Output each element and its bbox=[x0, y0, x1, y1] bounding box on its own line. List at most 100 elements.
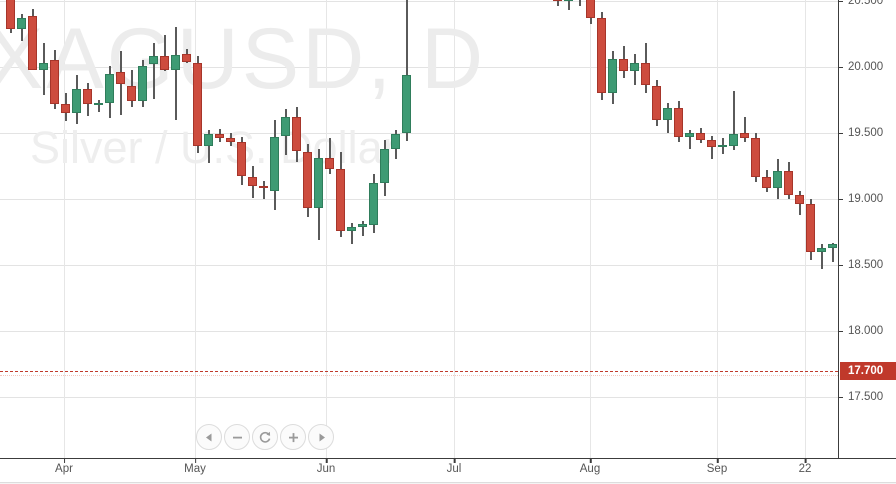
candle-wick bbox=[329, 138, 331, 174]
price-axis-tick: 19.500 bbox=[839, 126, 896, 140]
time-axis-tick: Sep bbox=[706, 459, 728, 475]
candle-body bbox=[685, 133, 694, 137]
candle-body bbox=[619, 59, 628, 71]
candle-body bbox=[707, 139, 716, 148]
horizontal-gridline bbox=[0, 133, 838, 134]
current-price-line-shadow bbox=[0, 374, 838, 376]
candle-body bbox=[50, 60, 59, 104]
candle-body bbox=[248, 176, 257, 186]
time-axis-tick: May bbox=[184, 459, 206, 475]
candle-wick bbox=[263, 180, 265, 199]
candle-wick bbox=[153, 43, 155, 99]
candle-body bbox=[380, 148, 389, 184]
candle-body bbox=[347, 226, 356, 231]
candle-body bbox=[586, 0, 595, 19]
time-axis-tick: Aug bbox=[579, 459, 601, 475]
candle-body bbox=[784, 171, 793, 196]
time-axis-right-pad bbox=[838, 458, 896, 482]
time-axis-tick: Jun bbox=[316, 459, 336, 475]
candle-body bbox=[204, 134, 213, 147]
candle-body bbox=[608, 59, 617, 94]
candle-wick bbox=[208, 130, 210, 164]
candle-wick bbox=[98, 100, 100, 112]
candle-body bbox=[696, 133, 705, 140]
candle-body bbox=[751, 138, 760, 177]
time-axis[interactable]: Apr May Jun Jul Aug Sep 22 bbox=[0, 458, 838, 482]
candle-body bbox=[193, 63, 202, 147]
candle-body bbox=[292, 117, 301, 152]
candle-body bbox=[795, 195, 804, 205]
candle-wick bbox=[351, 222, 353, 244]
time-axis-tick: Jul bbox=[446, 459, 462, 475]
candle-body bbox=[281, 117, 290, 136]
candle-body bbox=[325, 158, 334, 169]
candlestick-series bbox=[6, 0, 837, 269]
candle-body bbox=[663, 107, 672, 120]
price-axis-tick: 18.000 bbox=[839, 324, 896, 338]
candle-body bbox=[94, 102, 103, 106]
chart-gridlines bbox=[0, 0, 838, 458]
scroll-left-button[interactable] bbox=[196, 424, 222, 450]
price-axis-tick: 19.000 bbox=[839, 192, 896, 206]
candle-wick bbox=[832, 242, 834, 263]
candle-body bbox=[215, 134, 224, 139]
horizontal-gridline bbox=[0, 67, 838, 68]
candle-body bbox=[740, 133, 749, 139]
candle-body bbox=[597, 18, 606, 94]
horizontal-gridline bbox=[0, 1, 838, 2]
candle-body bbox=[105, 73, 114, 103]
candle-body bbox=[806, 204, 815, 252]
candle-body bbox=[237, 142, 246, 177]
candle-body bbox=[358, 224, 367, 227]
candle-body bbox=[61, 104, 70, 114]
vertical-gridline bbox=[590, 0, 591, 458]
zoom-out-button[interactable] bbox=[224, 424, 250, 450]
candle-wick bbox=[579, 0, 581, 7]
reset-chart-button[interactable] bbox=[252, 424, 278, 450]
candle-body bbox=[303, 151, 312, 209]
candle-wick bbox=[362, 221, 364, 236]
candle-body bbox=[729, 134, 738, 147]
candle-wick bbox=[164, 35, 166, 71]
candle-wick bbox=[406, 0, 408, 141]
candle-body bbox=[564, 0, 573, 1]
candle-wick bbox=[711, 135, 713, 160]
horizontal-gridline bbox=[0, 397, 838, 398]
price-axis[interactable]: 17.500 18.000 18.500 19.000 19.500 20.000 20.5… bbox=[838, 0, 896, 458]
time-axis-tick: 22 bbox=[798, 459, 812, 475]
candle-body bbox=[674, 107, 683, 137]
vertical-gridline bbox=[326, 0, 327, 458]
candle-body bbox=[369, 183, 378, 226]
vertical-gridline bbox=[805, 0, 806, 458]
candle-body bbox=[83, 89, 92, 104]
candle-body bbox=[6, 0, 15, 29]
candle-body bbox=[72, 89, 81, 114]
candle-body bbox=[171, 55, 180, 70]
candle-wick bbox=[744, 117, 746, 143]
zoom-in-button[interactable] bbox=[280, 424, 306, 450]
candle-body bbox=[270, 137, 279, 192]
candle-body bbox=[773, 171, 782, 189]
candle-body bbox=[182, 53, 191, 62]
candle-wick bbox=[689, 130, 691, 149]
horizontal-gridline bbox=[0, 265, 838, 266]
price-axis-tick: 20.500 bbox=[839, 0, 896, 8]
chart-plot-area[interactable]: XAGUSD, D Silver / U.S. Dollar bbox=[0, 0, 838, 458]
candle-body bbox=[116, 72, 125, 85]
vertical-gridline bbox=[717, 0, 718, 458]
price-axis-tick: 17.500 bbox=[839, 390, 896, 404]
candle-wick bbox=[568, 0, 570, 11]
candle-body bbox=[160, 56, 169, 70]
candle-body bbox=[828, 243, 837, 248]
time-axis-tick: Apr bbox=[55, 459, 73, 475]
candle-wick bbox=[175, 27, 177, 120]
chart-navigation-toolbar[interactable] bbox=[196, 424, 334, 450]
horizontal-gridline bbox=[0, 199, 838, 200]
vertical-gridline bbox=[454, 0, 455, 458]
candle-wick bbox=[557, 0, 559, 7]
candle-body bbox=[149, 56, 158, 65]
candle-body bbox=[39, 63, 48, 70]
candle-body bbox=[391, 134, 400, 149]
scroll-right-button[interactable] bbox=[308, 424, 334, 450]
